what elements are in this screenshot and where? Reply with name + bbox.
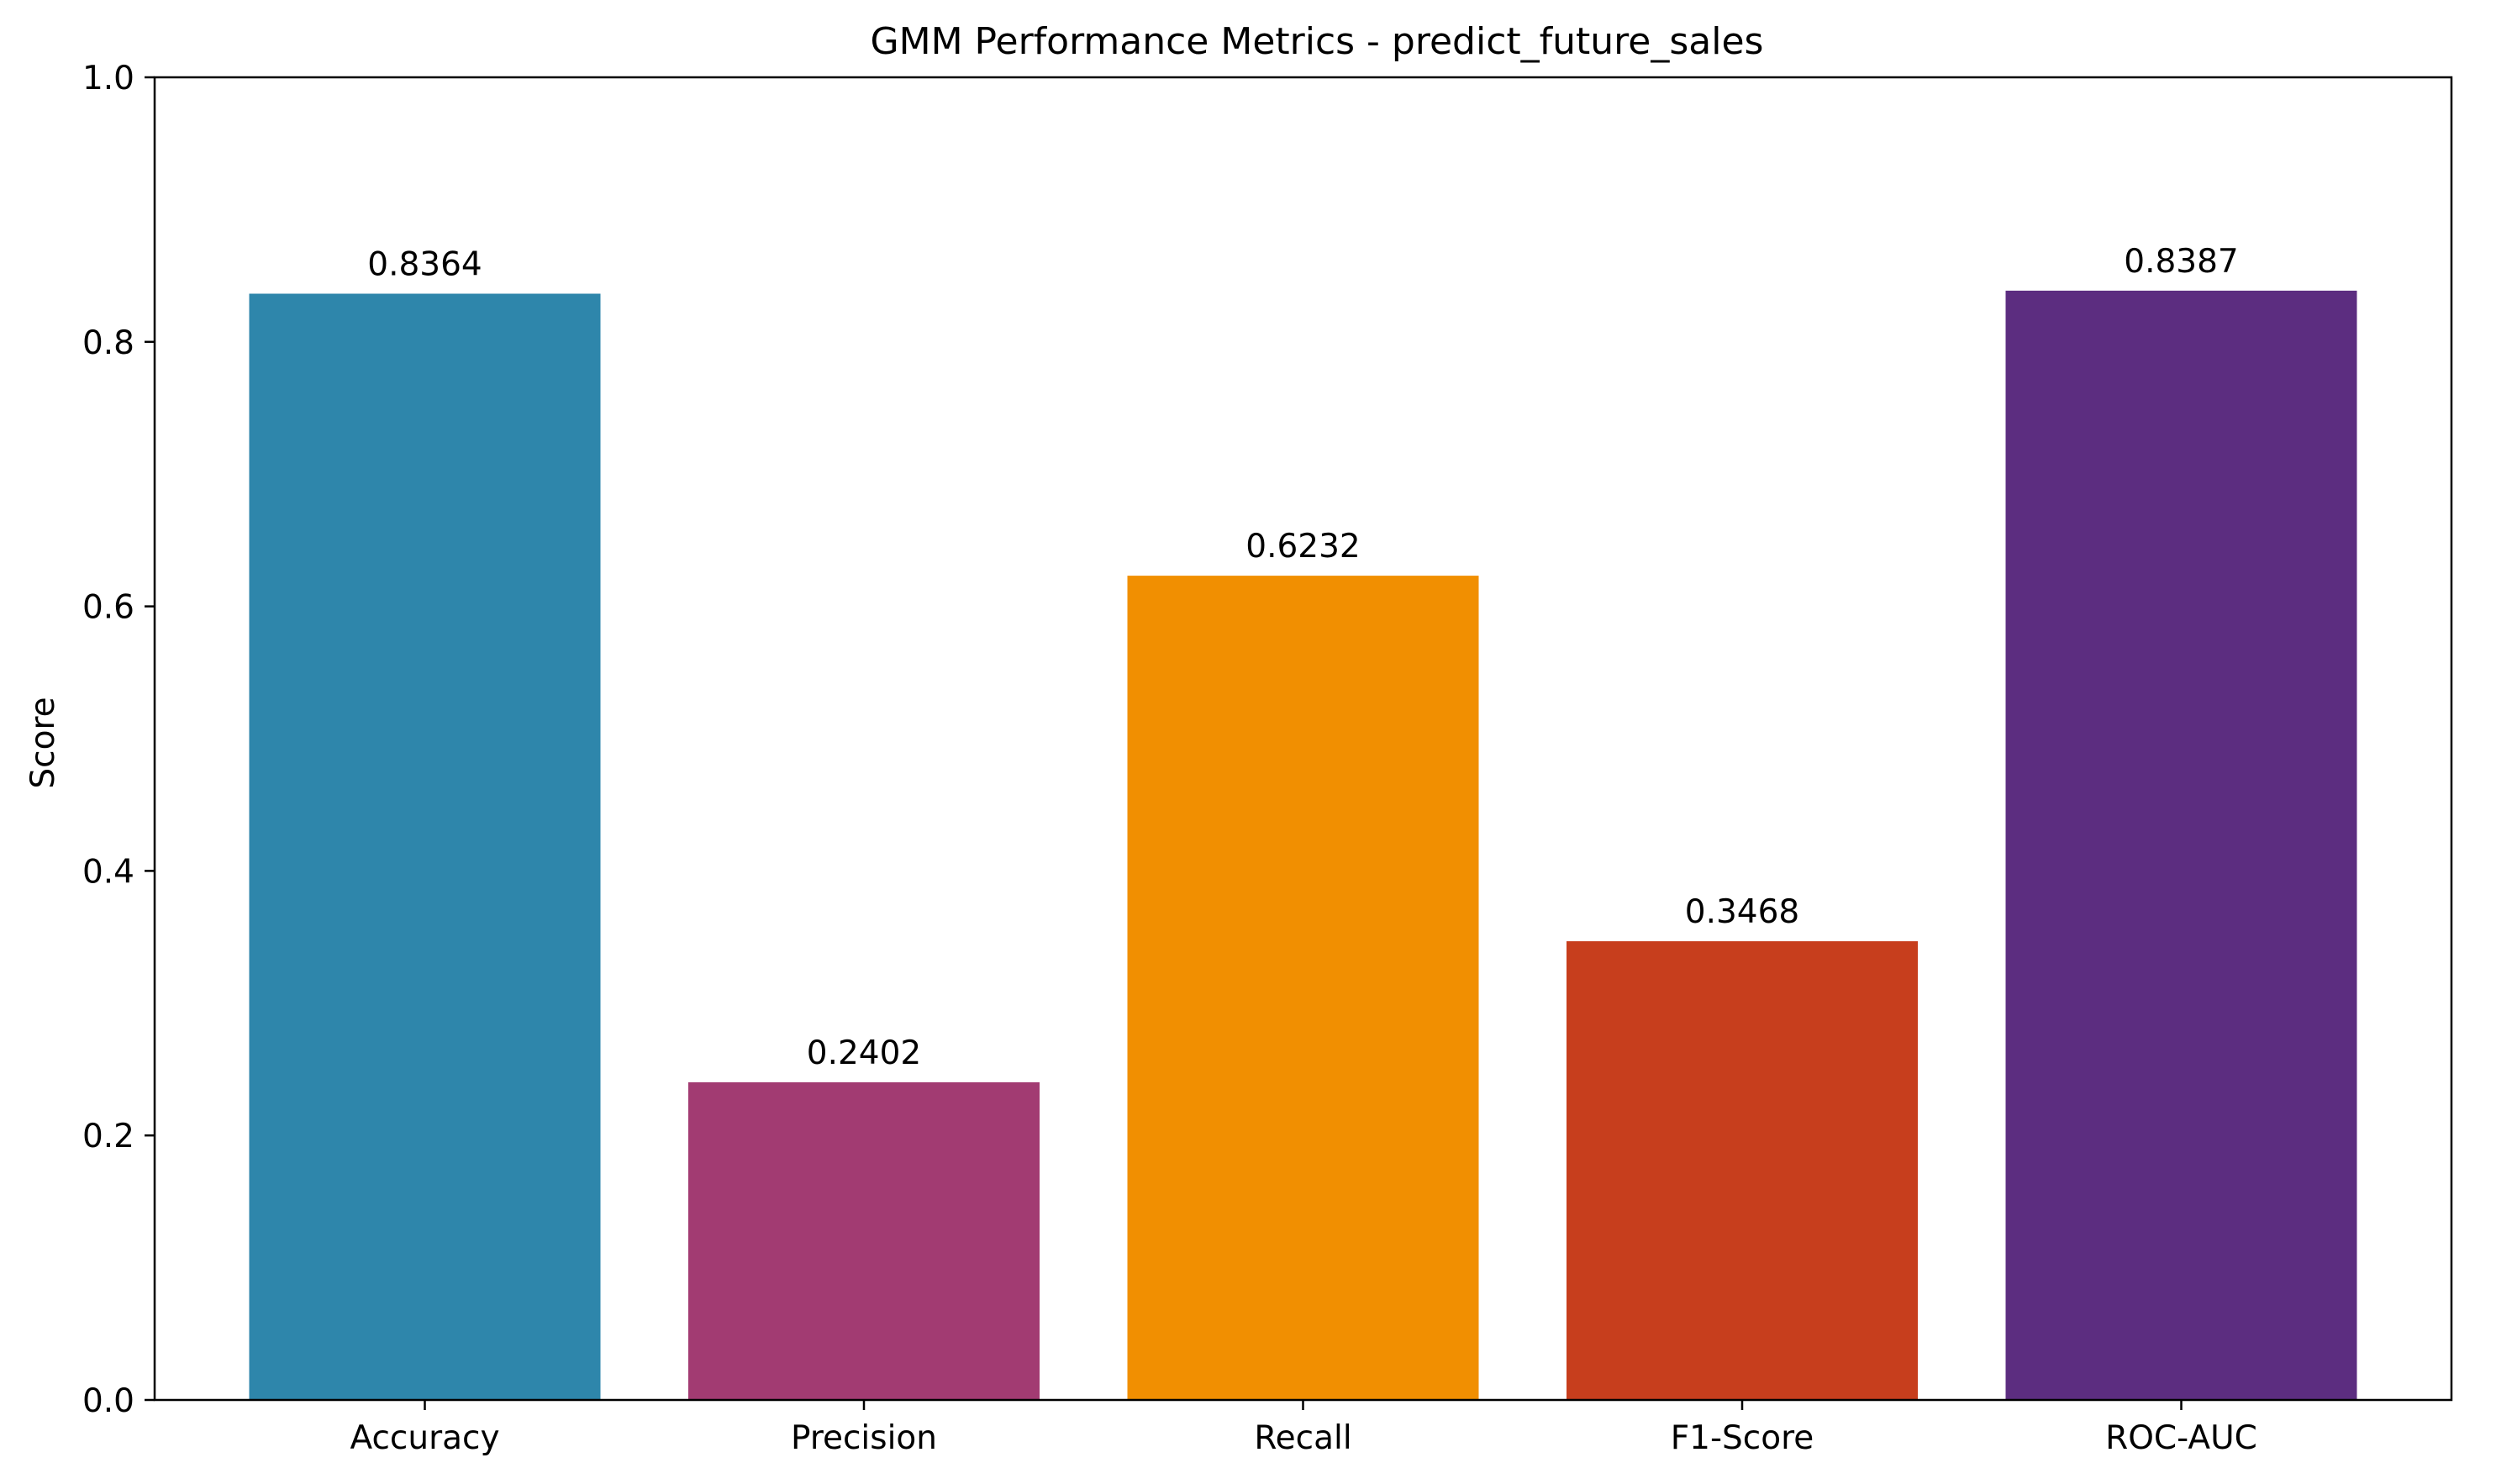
data-label: 0.8364 [367,246,482,284]
y-tick-label: 1.0 [82,60,134,97]
plot-frame [153,76,2453,1402]
data-label: 0.8387 [2124,243,2238,281]
x-tick-label: Recall [1254,1419,1351,1457]
y-axis-label: Score [24,697,62,788]
bar-roc-auc [2005,290,2357,1400]
y-tick-label: 0.2 [82,1118,134,1155]
bar-f1-score [1567,941,1918,1400]
data-label: 0.2402 [807,1034,921,1072]
bar-recall [1127,576,1479,1400]
y-tick-label: 0.8 [82,324,134,362]
x-tick-label: ROC-AUC [2105,1419,2257,1457]
x-tick-label: Accuracy [350,1419,499,1457]
y-tick-label: 0.0 [82,1382,134,1420]
data-label: 0.6232 [1245,528,1360,566]
plot-area: 0.8364 Accuracy 0.2402 Precision 0.6232 Recal… [82,60,2453,1457]
y-tick-label: 0.6 [82,589,134,627]
bar-precision [688,1081,1040,1400]
x-tick-label: Precision [791,1419,937,1457]
chart-title: GMM Performance Metrics - predict_future… [871,20,1764,63]
y-tick-label: 0.4 [82,853,134,891]
bar-accuracy [249,293,601,1400]
data-label: 0.3468 [1685,893,1799,931]
x-tick-label: F1-Score [1671,1419,1814,1457]
